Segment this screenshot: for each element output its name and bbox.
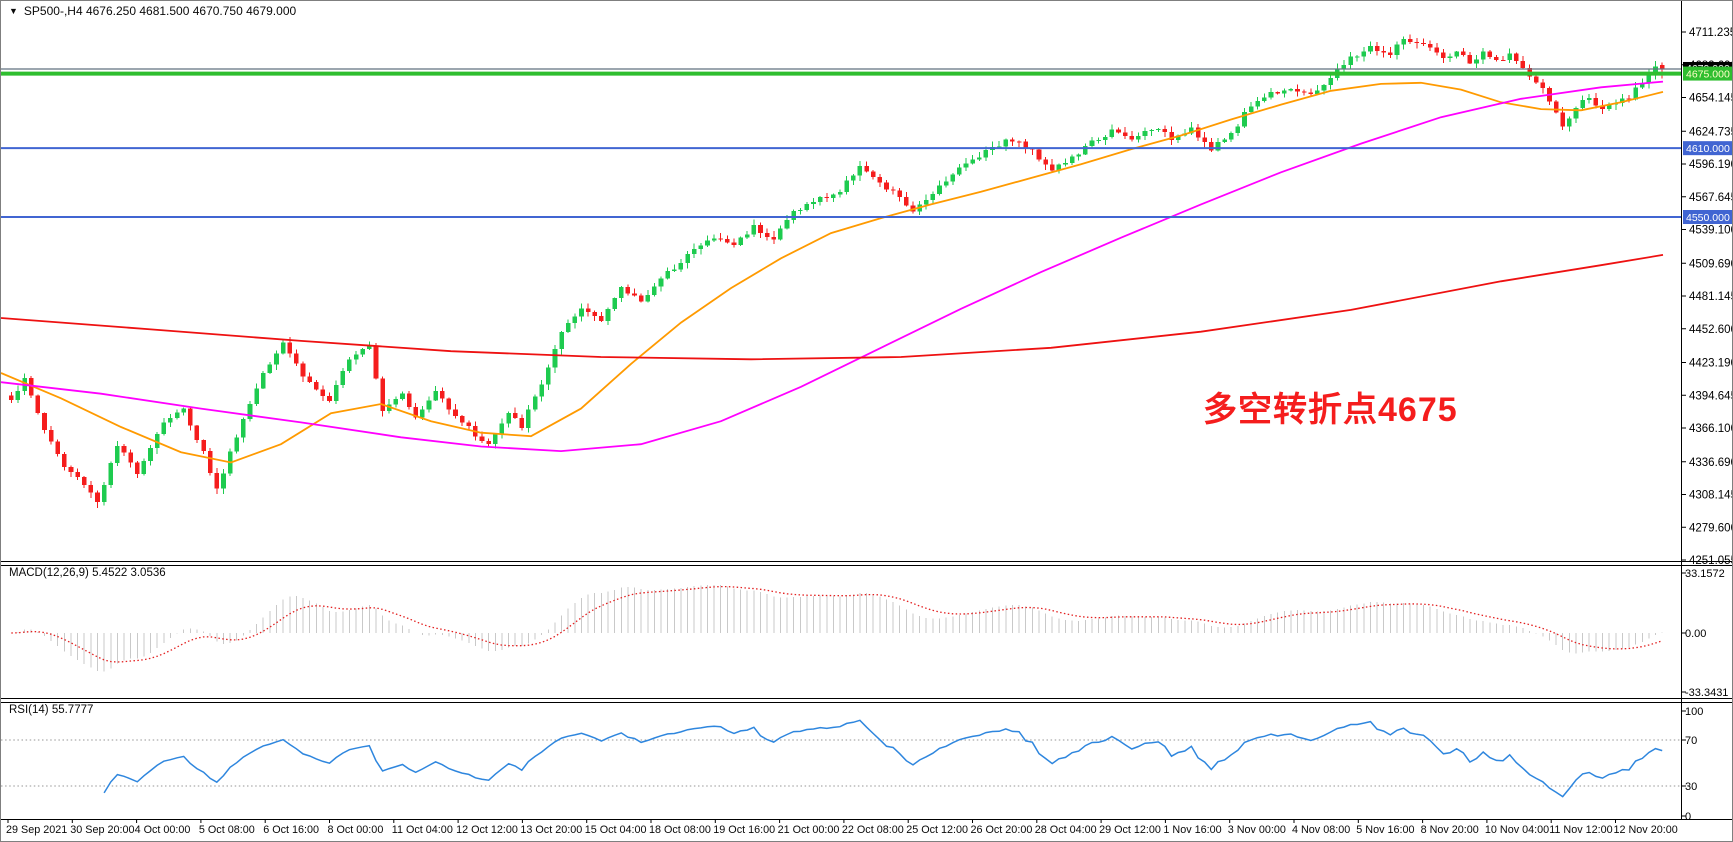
rsi-axis-label: 70 bbox=[1685, 735, 1697, 747]
rsi-axis-label: 100 bbox=[1685, 706, 1703, 718]
rsi-line bbox=[103, 719, 1663, 798]
time-tick-label: 3 Nov 00:00 bbox=[1228, 824, 1286, 836]
time-tick-label: 5 Nov 16:00 bbox=[1356, 824, 1414, 836]
ma-slow-red[interactable] bbox=[1, 254, 1664, 361]
price-tick-label: 4481.145 bbox=[1689, 291, 1733, 303]
time-tick-label: 8 Oct 00:00 bbox=[328, 824, 384, 836]
time-tick-label: 15 Oct 04:00 bbox=[585, 824, 647, 836]
chart-text-annotation: 多空转折点4675 bbox=[1203, 391, 1458, 429]
candles-layer bbox=[9, 34, 1665, 508]
macd-signal-line bbox=[11, 585, 1663, 663]
level-4610-line-tag-text: 4610.000 bbox=[1686, 143, 1730, 155]
price-tick-label: 4654.145 bbox=[1689, 93, 1733, 105]
time-tick-label: 6 Oct 16:00 bbox=[263, 824, 319, 836]
price-tick-label: 4366.100 bbox=[1689, 423, 1733, 435]
price-tick-label: 4336.690 bbox=[1689, 457, 1733, 469]
time-tick-label: 11 Oct 04:00 bbox=[392, 824, 453, 836]
price-tick-label: 4596.190 bbox=[1689, 159, 1733, 171]
macd-histogram bbox=[17, 584, 1663, 672]
price-tick-label: 4279.600 bbox=[1689, 522, 1733, 534]
time-tick-label: 21 Oct 00:00 bbox=[778, 824, 840, 836]
price-axis: 4711.2354682.6904654.1454624.7354596.190… bbox=[1681, 1, 1733, 823]
time-tick-label: 12 Nov 20:00 bbox=[1614, 824, 1678, 836]
ma-mid-magenta[interactable] bbox=[1, 80, 1664, 453]
macd-indicator-label: MACD(12,26,9) 5.4522 3.0536 bbox=[9, 567, 166, 579]
time-tick-label: 5 Oct 08:00 bbox=[199, 824, 255, 836]
time-tick-label: 19 Oct 16:00 bbox=[713, 824, 775, 836]
price-tick-label: 4567.645 bbox=[1689, 192, 1733, 204]
time-tick-label: 22 Oct 08:00 bbox=[842, 824, 904, 836]
time-tick-label: 29 Sep 2021 bbox=[6, 824, 67, 836]
price-tick-label: 4452.600 bbox=[1689, 324, 1733, 336]
price-tick-label: 4308.145 bbox=[1689, 490, 1733, 502]
time-tick-label: 12 Oct 12:00 bbox=[456, 824, 518, 836]
symbol-dropdown-icon[interactable]: ▼ bbox=[9, 6, 18, 16]
time-tick-label: 11 Nov 12:00 bbox=[1549, 824, 1612, 836]
time-tick-label: 26 Oct 20:00 bbox=[971, 824, 1033, 836]
ohlc-header-text: SP500-,H4 4676.250 4681.500 4670.750 467… bbox=[23, 4, 297, 18]
macd-axis-label: -33.3431 bbox=[1685, 687, 1728, 699]
level-4610-line-tag[interactable] bbox=[1683, 141, 1733, 156]
chart-ohlc-header: ▼ SP500-,H4 4676.250 4681.500 4670.750 46… bbox=[9, 4, 296, 18]
price-tick-label: 4423.190 bbox=[1689, 358, 1733, 370]
price-tick-label: 4509.690 bbox=[1689, 258, 1733, 270]
price-tick-label: 4711.235 bbox=[1689, 27, 1733, 39]
time-tick-label: 30 Sep 20:00 bbox=[70, 824, 134, 836]
time-tick-label: 13 Oct 20:00 bbox=[520, 824, 582, 836]
price-tick-label: 4624.735 bbox=[1689, 126, 1733, 138]
time-tick-label: 1 Nov 16:00 bbox=[1163, 824, 1221, 836]
price-tick-label: 4394.645 bbox=[1689, 390, 1733, 402]
time-tick-label: 25 Oct 12:00 bbox=[906, 824, 968, 836]
rsi-axis-label: 0 bbox=[1685, 811, 1691, 823]
rsi-indicator-label: RSI(14) 55.7777 bbox=[9, 704, 94, 716]
price-tick-label: 4539.100 bbox=[1689, 225, 1733, 237]
time-axis: 29 Sep 2021 30 Sep 20:00 4 Oct 00:00 5 Oct … bbox=[6, 819, 1678, 836]
time-tick-label: 29 Oct 12:00 bbox=[1099, 824, 1161, 836]
time-tick-label: 18 Oct 08:00 bbox=[649, 824, 711, 836]
time-tick-label: 4 Nov 08:00 bbox=[1292, 824, 1350, 836]
time-tick-label: 4 Oct 00:00 bbox=[135, 824, 191, 836]
level-4675-line-tag-text: 4675.000 bbox=[1686, 69, 1730, 81]
level-4675-line-tag[interactable] bbox=[1683, 66, 1733, 81]
rsi-axis-label: 30 bbox=[1685, 781, 1697, 793]
macd-axis-label: 0.00 bbox=[1685, 628, 1706, 640]
time-tick-label: 28 Oct 04:00 bbox=[1035, 824, 1097, 836]
level-4550-line-tag[interactable] bbox=[1683, 210, 1733, 225]
level-4550-line-tag-text: 4550.000 bbox=[1686, 212, 1730, 224]
time-tick-label: 10 Nov 04:00 bbox=[1485, 824, 1549, 836]
macd-axis-label: 33.1572 bbox=[1685, 568, 1725, 580]
time-tick-label: 8 Nov 20:00 bbox=[1421, 824, 1479, 836]
